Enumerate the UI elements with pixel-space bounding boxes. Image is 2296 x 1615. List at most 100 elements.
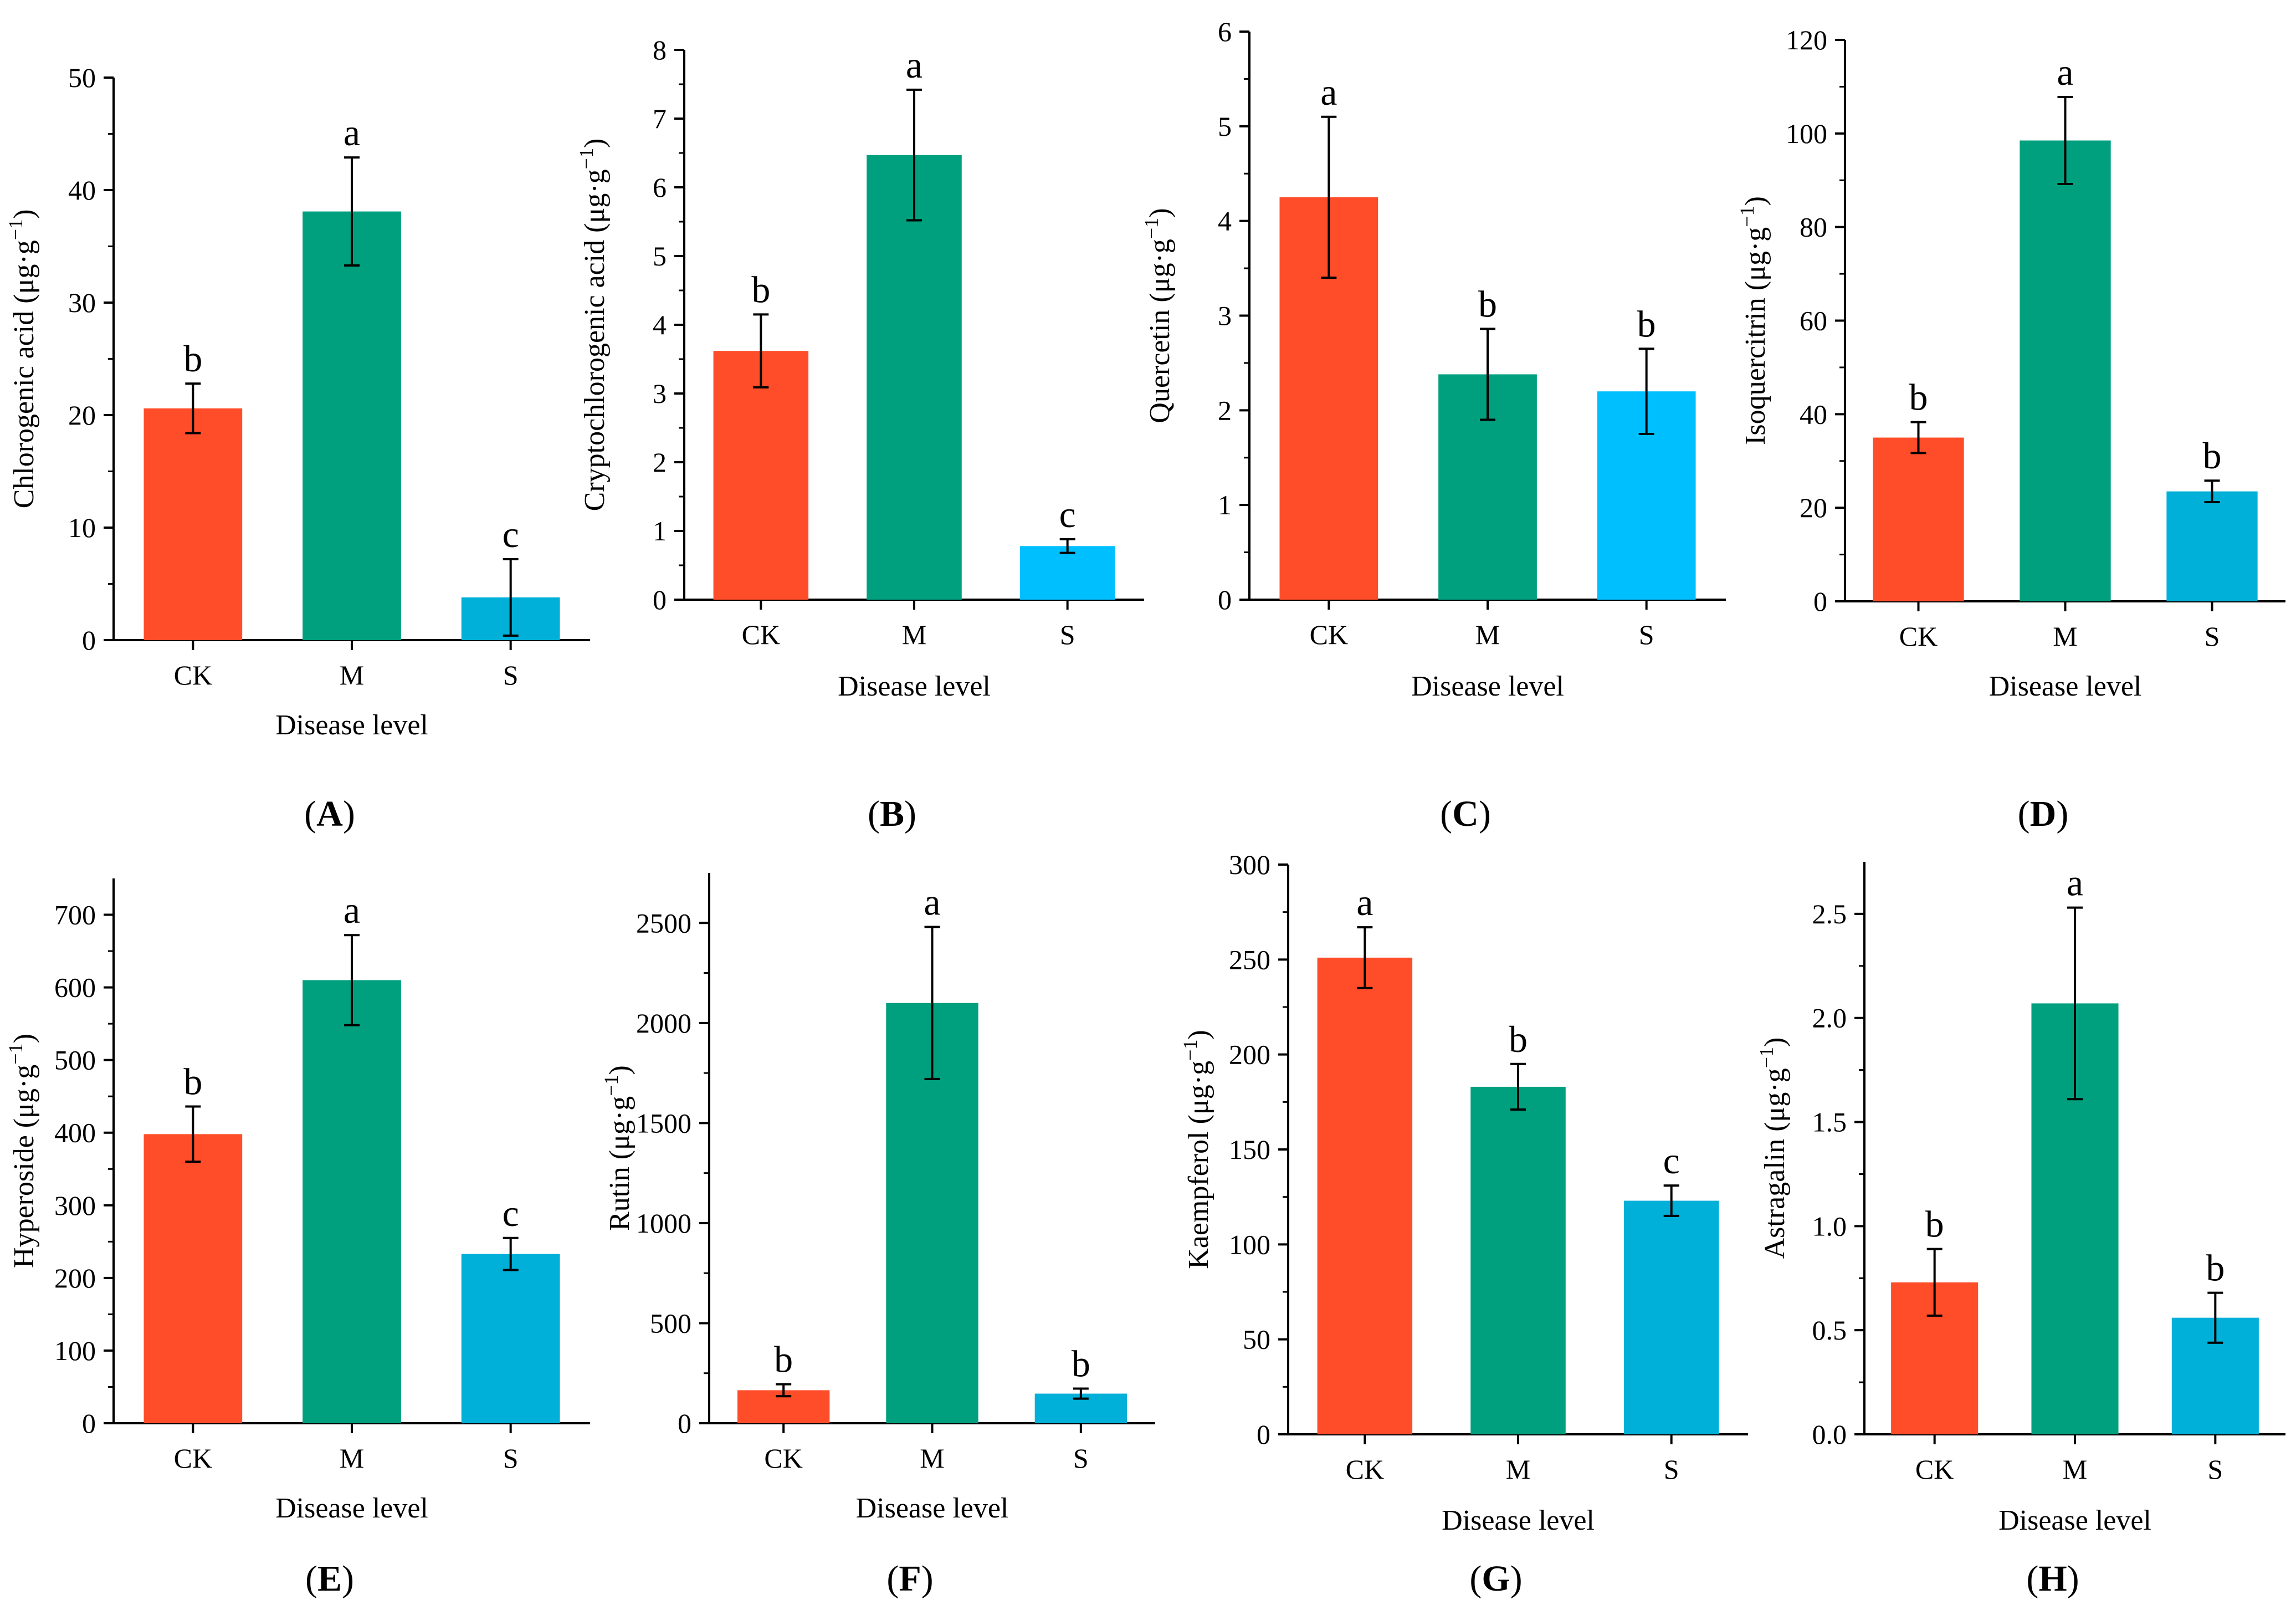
y-tick-label: 20 <box>68 400 96 431</box>
y-tick-label: 7 <box>653 103 667 134</box>
panel-label-close: ) <box>1510 1558 1523 1599</box>
y-tick-label: 200 <box>1229 1039 1270 1070</box>
bar-s <box>1019 546 1115 600</box>
chart-panel-d: 0 20 40 60 80 100 120 b CK a Mb S Disease level Isoqu… <box>1736 24 2285 834</box>
significance-letter: c <box>1059 493 1076 535</box>
y-tick-label: 30 <box>68 287 96 318</box>
panel-label-close: ) <box>342 1558 354 1599</box>
y-axis-title-close: ) <box>579 139 611 148</box>
significance-letter: b <box>2203 435 2222 477</box>
y-axis-title-exponent: −1 <box>4 1043 27 1064</box>
chart-panel-c: 0 1 2 3 4 5 6 a CK b Mb S Disease level Quercetin (μg… <box>1140 16 1726 834</box>
y-tick-label: 3 <box>1218 300 1232 331</box>
significance-letter: b <box>183 338 202 380</box>
panel-label-open: ( <box>2026 1558 2038 1599</box>
bar-ck <box>144 408 243 640</box>
y-axis-title: Kaempferol (μg·g−1) <box>1179 1030 1214 1269</box>
significance-letter: b <box>2206 1247 2225 1289</box>
panel-label-letter: C <box>1452 794 1479 834</box>
y-axis-title-close: ) <box>8 1034 40 1043</box>
x-axis-title: Disease level <box>275 709 428 741</box>
bar-ck <box>144 1134 243 1423</box>
x-tick-label: M <box>340 1443 364 1474</box>
significance-letter: a <box>924 881 940 923</box>
significance-letter: b <box>1478 283 1497 325</box>
significance-letter: b <box>751 268 770 310</box>
y-axis-title-exponent: −1 <box>575 148 597 169</box>
chart-panel-h: 0.0 0.5 1.0 1.5 2.0 2.5 b CK a Mb S Disease level As… <box>1755 862 2285 1599</box>
y-tick-label: 200 <box>54 1263 96 1294</box>
y-axis-title-exponent: −1 <box>1179 1040 1201 1061</box>
y-axis-title-name: Cryptochlorogenic acid (μg·g <box>579 169 611 511</box>
y-axis-title: Isoquercitrin (μg·g−1) <box>1736 196 1771 445</box>
panel-label: (H) <box>2026 1558 2079 1599</box>
panel-label: (C) <box>1440 794 1491 834</box>
x-tick-label: S <box>2205 621 2220 652</box>
y-axis-title-name: Isoquercitrin (μg·g <box>1740 227 1771 445</box>
significance-letter: a <box>2057 51 2073 93</box>
panel-label-open: ( <box>2018 794 2030 834</box>
x-tick-label: M <box>902 619 926 650</box>
y-tick-label: 6 <box>1218 16 1232 47</box>
y-axis-title-close: ) <box>8 209 40 219</box>
y-tick-label: 500 <box>54 1045 96 1076</box>
bar-s <box>1623 1200 1719 1434</box>
y-tick-label: 0 <box>82 625 96 656</box>
significance-letter: b <box>183 1061 202 1103</box>
x-tick-label: CK <box>742 619 780 650</box>
y-axis-title: Cryptochlorogenic acid (μg·g−1) <box>575 139 611 512</box>
panel-label-letter: G <box>1482 1558 1510 1599</box>
panel-label: (A) <box>304 794 355 834</box>
y-tick-label: 0 <box>653 584 667 615</box>
panel-label-close: ) <box>343 794 355 834</box>
x-axis-title: Disease level <box>1989 671 2142 702</box>
y-axis-title-name: Kaempferol (μg·g <box>1183 1061 1214 1269</box>
y-tick-label: 500 <box>650 1307 691 1338</box>
x-tick-label: M <box>2063 1454 2087 1485</box>
panel-label: (D) <box>2018 794 2069 834</box>
significance-letter: b <box>1637 303 1656 345</box>
panel-label-open: ( <box>304 794 316 834</box>
y-axis-title-close: ) <box>604 1065 636 1075</box>
significance-letter: b <box>1909 376 1928 418</box>
y-tick-label: 0 <box>82 1408 96 1439</box>
x-tick-label: CK <box>764 1443 802 1474</box>
x-tick-label: M <box>920 1443 944 1474</box>
y-tick-label: 1000 <box>636 1208 691 1239</box>
panel-label-letter: H <box>2038 1558 2067 1599</box>
y-tick-label: 1500 <box>636 1107 691 1138</box>
x-axis-title: Disease level <box>1411 671 1564 702</box>
panel-label-open: ( <box>1469 1558 1482 1599</box>
y-tick-label: 5 <box>1218 111 1232 142</box>
x-axis-title: Disease level <box>1998 1505 2151 1536</box>
y-axis-title-name: Quercetin (μg·g <box>1144 239 1176 423</box>
significance-letter: c <box>503 513 519 555</box>
significance-letter: a <box>344 111 360 154</box>
x-tick-label: S <box>1639 619 1654 650</box>
y-tick-label: 250 <box>1229 944 1270 975</box>
x-axis-title: Disease level <box>856 1493 1009 1524</box>
y-tick-label: 2 <box>1218 395 1232 426</box>
x-tick-label: M <box>1475 619 1500 650</box>
panel-label-open: ( <box>868 794 880 834</box>
bar-s <box>2166 491 2258 601</box>
significance-letter: a <box>1356 881 1373 923</box>
panel-label-close: ) <box>2067 1558 2079 1599</box>
y-tick-label: 50 <box>1243 1324 1270 1355</box>
chart-panel-f: 0 500 1000 1500 2000 2500 b CK a Mb S Disease level… <box>600 873 1155 1599</box>
y-tick-label: 2500 <box>636 907 691 938</box>
y-tick-label: 600 <box>54 972 96 1003</box>
x-axis-title: Disease level <box>838 671 991 702</box>
x-tick-label: CK <box>174 1443 212 1474</box>
y-tick-label: 0 <box>678 1408 691 1439</box>
x-tick-label: S <box>1073 1443 1089 1474</box>
significance-letter: a <box>1320 71 1337 113</box>
x-tick-label: M <box>340 660 364 691</box>
y-tick-label: 2 <box>653 447 667 478</box>
significance-letter: a <box>2067 862 2083 904</box>
bar-m <box>2020 140 2111 601</box>
significance-letter: a <box>906 44 922 86</box>
y-tick-label: 0 <box>1813 586 1827 617</box>
y-tick-label: 50 <box>68 62 96 93</box>
y-tick-label: 2000 <box>636 1008 691 1039</box>
